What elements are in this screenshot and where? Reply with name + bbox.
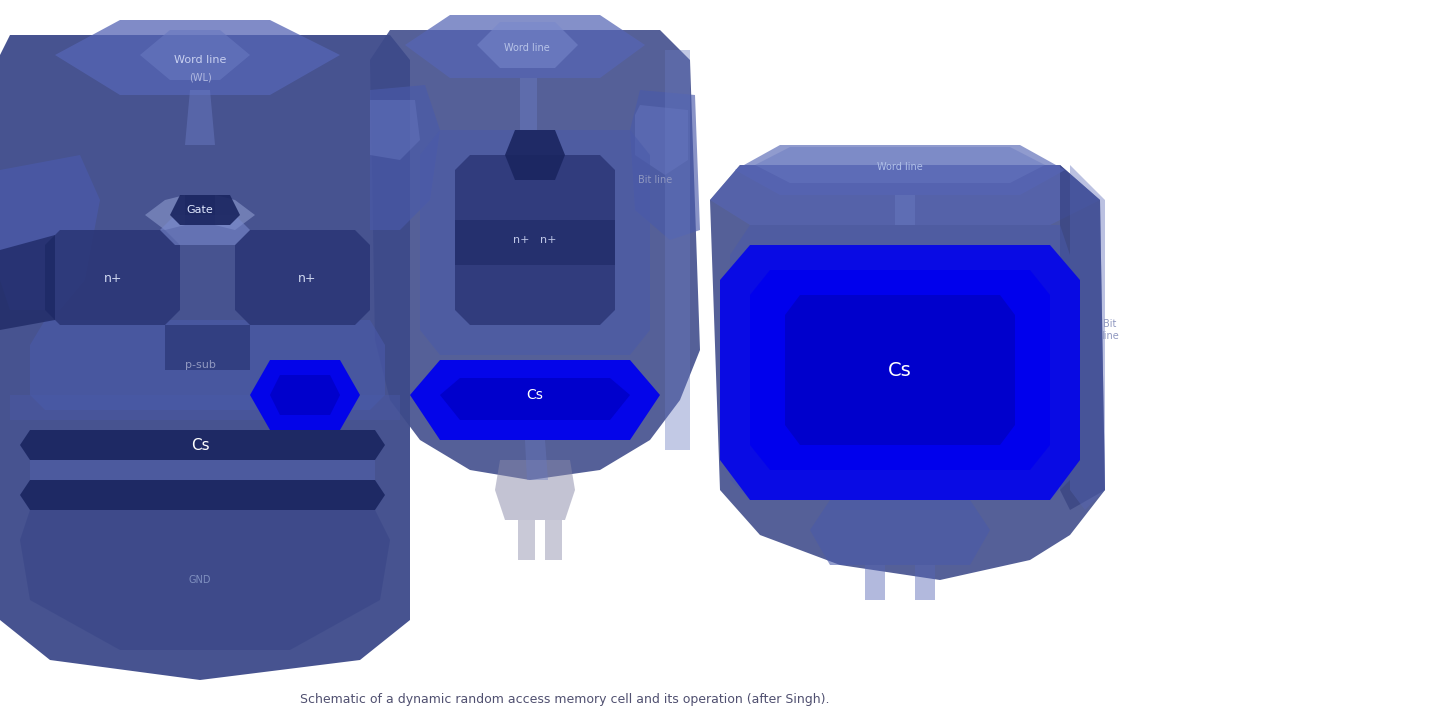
Polygon shape xyxy=(45,230,181,325)
Polygon shape xyxy=(495,460,575,520)
Polygon shape xyxy=(215,195,255,230)
Text: Cs: Cs xyxy=(191,438,210,453)
Polygon shape xyxy=(20,430,384,460)
Text: Bit line: Bit line xyxy=(638,175,673,185)
Polygon shape xyxy=(170,195,240,225)
Polygon shape xyxy=(711,165,1105,580)
Polygon shape xyxy=(10,395,400,420)
Polygon shape xyxy=(895,195,914,225)
Text: Bit
line: Bit line xyxy=(1101,319,1118,341)
Polygon shape xyxy=(165,325,250,370)
Text: Word line: Word line xyxy=(173,55,226,65)
Polygon shape xyxy=(665,50,690,450)
Polygon shape xyxy=(370,30,700,480)
Text: n+: n+ xyxy=(297,271,316,284)
Polygon shape xyxy=(31,460,376,480)
Polygon shape xyxy=(269,375,341,415)
Text: Cs: Cs xyxy=(888,360,911,380)
Polygon shape xyxy=(0,235,55,330)
Polygon shape xyxy=(785,295,1015,445)
Polygon shape xyxy=(411,360,660,440)
Polygon shape xyxy=(520,78,537,130)
Polygon shape xyxy=(419,130,649,355)
Text: Cs: Cs xyxy=(527,388,543,402)
Polygon shape xyxy=(914,565,935,600)
Text: n+   n+: n+ n+ xyxy=(514,235,556,245)
Polygon shape xyxy=(0,155,100,310)
Polygon shape xyxy=(505,130,565,180)
Polygon shape xyxy=(711,165,1099,225)
Polygon shape xyxy=(405,15,645,78)
Polygon shape xyxy=(20,510,390,650)
Polygon shape xyxy=(31,320,384,410)
Text: p-sub: p-sub xyxy=(185,360,215,370)
Polygon shape xyxy=(630,90,700,240)
Polygon shape xyxy=(526,440,547,480)
Polygon shape xyxy=(140,30,250,80)
Polygon shape xyxy=(721,245,1080,500)
Polygon shape xyxy=(518,520,534,560)
Polygon shape xyxy=(735,145,1064,195)
Polygon shape xyxy=(478,22,578,68)
Polygon shape xyxy=(635,105,689,175)
Text: GND: GND xyxy=(189,575,211,585)
Text: Word line: Word line xyxy=(877,162,923,172)
Text: Word line: Word line xyxy=(504,43,550,53)
Polygon shape xyxy=(370,85,440,230)
Polygon shape xyxy=(250,360,360,430)
Polygon shape xyxy=(185,90,215,145)
Polygon shape xyxy=(160,215,250,245)
Polygon shape xyxy=(865,565,885,600)
Polygon shape xyxy=(1070,165,1105,510)
Polygon shape xyxy=(810,500,990,565)
Polygon shape xyxy=(750,270,1050,470)
Polygon shape xyxy=(146,195,185,230)
Polygon shape xyxy=(756,147,1045,183)
Polygon shape xyxy=(370,100,419,160)
Polygon shape xyxy=(234,230,370,325)
Polygon shape xyxy=(1060,165,1105,510)
Polygon shape xyxy=(55,20,341,95)
Polygon shape xyxy=(0,35,411,680)
Polygon shape xyxy=(545,520,562,560)
Text: n+: n+ xyxy=(103,271,122,284)
Text: Gate: Gate xyxy=(186,205,214,215)
Text: Schematic of a dynamic random access memory cell and its operation (after Singh): Schematic of a dynamic random access mem… xyxy=(300,694,830,707)
Polygon shape xyxy=(20,480,384,510)
Polygon shape xyxy=(454,220,614,265)
Polygon shape xyxy=(454,155,614,325)
Polygon shape xyxy=(440,378,630,420)
Text: (WL): (WL) xyxy=(189,73,211,83)
Polygon shape xyxy=(729,225,1070,500)
